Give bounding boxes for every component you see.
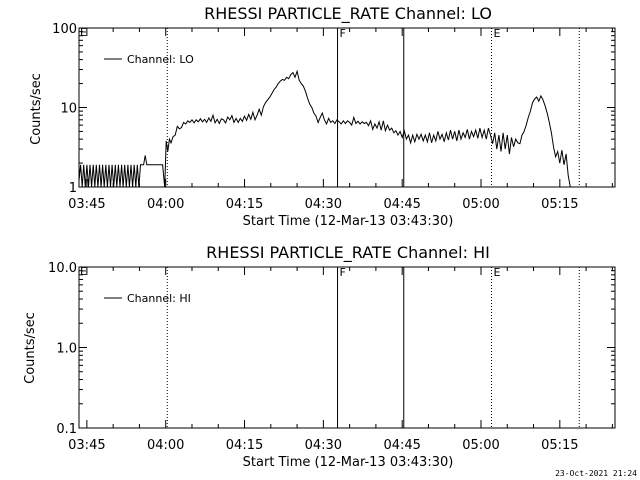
y-tick-label-lo: 10 — [60, 102, 77, 117]
y-tick-label-hi: 10.0 — [48, 261, 77, 276]
y-axis-title-lo: Counts/sec — [29, 73, 44, 145]
x-tick-label-lo: 04:30 — [305, 197, 342, 212]
x-tick-label-hi: 03:45 — [68, 438, 105, 453]
x-axis-title-hi: Start Time (12-Mar-13 03:43:30) — [243, 455, 454, 470]
x-tick-label-lo: 04:00 — [147, 197, 184, 212]
series-line-lo — [78, 69, 571, 188]
event-marker-letter-hi: F — [340, 266, 346, 279]
chart-title-hi: RHESSI PARTICLE_RATE Channel: HI — [206, 243, 490, 263]
y-axis-title-hi: Counts/sec — [23, 312, 38, 384]
x-tick-label-hi: 05:00 — [462, 438, 499, 453]
x-axis-title-lo: Start Time (12-Mar-13 03:43:30) — [243, 214, 454, 229]
corner-letter-lo: E — [80, 26, 87, 39]
event-marker-letter-lo: E — [494, 27, 501, 40]
x-tick-label-lo: 05:15 — [541, 197, 578, 212]
x-tick-label-lo: 03:45 — [68, 197, 105, 212]
x-tick-label-lo: 04:15 — [226, 197, 263, 212]
y-tick-label-lo: 1 — [69, 181, 77, 196]
x-tick-label-hi: 04:00 — [147, 438, 184, 453]
corner-letter-hi: E — [80, 265, 87, 278]
chart-title-lo: RHESSI PARTICLE_RATE Channel: LO — [204, 4, 492, 24]
event-marker-letter-lo: F — [340, 27, 346, 40]
x-tick-label-hi: 04:45 — [383, 438, 420, 453]
x-tick-label-lo: 05:00 — [462, 197, 499, 212]
y-tick-label-lo: 100 — [52, 22, 77, 37]
x-tick-label-hi: 04:15 — [226, 438, 263, 453]
x-tick-label-lo: 04:45 — [383, 197, 420, 212]
panel-hi: RHESSI PARTICLE_RATE Channel: HI Start T… — [23, 243, 616, 470]
legend-label-lo: Channel: LO — [127, 53, 194, 66]
legend-label-hi: Channel: HI — [127, 292, 191, 305]
y-tick-label-hi: 1.0 — [56, 342, 77, 357]
x-tick-label-hi: 05:15 — [541, 438, 578, 453]
y-tick-label-hi: 0.1 — [56, 422, 77, 437]
panel-lo: RHESSI PARTICLE_RATE Channel: LO Start T… — [29, 4, 616, 229]
x-tick-label-hi: 04:30 — [305, 438, 342, 453]
footer-timestamp: 23-Oct-2021 21:24 — [555, 469, 637, 478]
event-marker-letter-hi: E — [494, 266, 501, 279]
